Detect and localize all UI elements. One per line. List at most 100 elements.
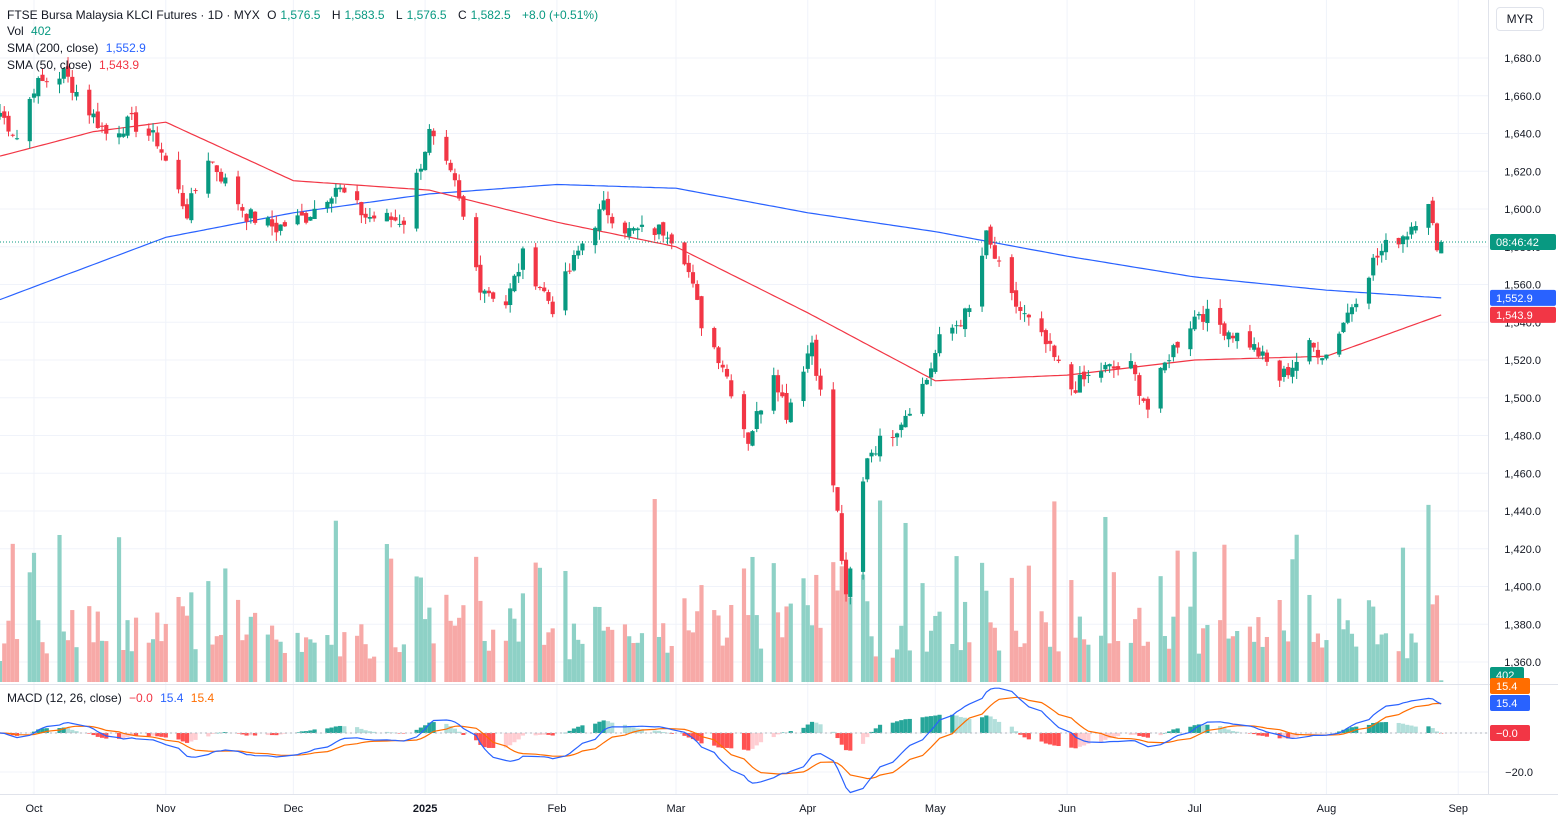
candle-body [452, 173, 457, 181]
volume-legend[interactable]: Vol 402 [7, 23, 55, 39]
macd-hist-bar [282, 733, 287, 734]
volume-bar [890, 657, 895, 682]
sma200-badge: 1,552.9 [1490, 289, 1556, 306]
macd-hist-bar [1290, 733, 1295, 738]
macd-hist-bar [920, 717, 925, 733]
candle-body [1073, 390, 1078, 393]
macd-hist-bar [210, 733, 215, 734]
candle-body [1201, 314, 1206, 322]
macd-hist-bar [877, 724, 883, 733]
volume-bar [1426, 504, 1431, 682]
volume-bar [1413, 642, 1418, 682]
macd-hist-bar [278, 733, 283, 735]
candle-body [516, 271, 521, 277]
currency-button[interactable]: MYR [1496, 7, 1544, 31]
sma200-value: 1,552.9 [105, 41, 146, 55]
volume-bar [1371, 606, 1376, 682]
macd-legend[interactable]: MACD (12, 26, close) −0.0 15.4 15.4 [7, 690, 218, 706]
volume-bar [716, 615, 721, 682]
volume-bar [818, 627, 823, 682]
volume-bar [359, 624, 364, 682]
volume-bar [750, 556, 755, 682]
candle-body [1107, 364, 1112, 367]
macd-hist-bar [121, 733, 126, 739]
macd-hist-bar [248, 733, 253, 736]
macd-hist-bar [601, 720, 606, 733]
volume-bar [1366, 600, 1372, 682]
macd-hist-bar [1260, 733, 1265, 736]
volume-bar [1349, 633, 1355, 682]
sma200-line [0, 183, 1442, 301]
volume-bar [907, 650, 912, 682]
volume-bar [1128, 642, 1133, 682]
candle-body [95, 111, 100, 128]
macd-hist-bar [384, 731, 389, 733]
macd-hist-bar [1141, 733, 1146, 737]
volume-bar [1430, 604, 1435, 682]
macd-hist-bar [580, 725, 585, 733]
low-value: 1,576.5 [406, 8, 447, 22]
macd-hist-bar [133, 733, 139, 736]
volume-bar [958, 650, 963, 682]
price-tick-label: 1,640.0 [1504, 129, 1541, 141]
candle-body [835, 487, 840, 511]
macd-hist-bar [70, 729, 75, 733]
macd-hist-bar [631, 727, 636, 733]
volume-bar [355, 635, 360, 682]
candle-body [295, 215, 300, 225]
macd-hist-bar [1043, 733, 1048, 744]
macd-hist-bar [274, 733, 279, 736]
macd-hist-bar [206, 733, 211, 737]
sma50-legend[interactable]: SMA (50, close) 1,543.9 [7, 57, 143, 73]
candle-body [355, 191, 360, 201]
volume-bar [1086, 644, 1091, 682]
volume-bar [206, 581, 211, 682]
candle-body [967, 308, 972, 313]
volume-bar [1375, 644, 1380, 682]
volume-bar [937, 611, 942, 682]
volume-bar [610, 629, 615, 682]
candle-body [1141, 398, 1146, 401]
candle-body [1171, 345, 1176, 358]
candle-body [1349, 307, 1355, 315]
volume-bar [1162, 636, 1167, 682]
macd-hist-bar [427, 722, 432, 733]
candle-body [159, 149, 164, 153]
macd-hist-bar [690, 733, 696, 740]
volume-bar [605, 626, 611, 682]
macd-hist-bar [91, 733, 96, 736]
volume-bar [1107, 643, 1112, 682]
volume-bar [924, 651, 929, 682]
volume-bar [690, 632, 696, 682]
candle-body [661, 222, 666, 236]
macd-hist-bar [605, 721, 611, 733]
price-tick-label: 1,360.0 [1504, 657, 1541, 669]
candle-body [367, 217, 372, 219]
volume-bar [962, 601, 968, 682]
volume-bar [775, 612, 781, 682]
sma200-legend[interactable]: SMA (200, close) 1,552.9 [7, 40, 150, 56]
volume-bar [1439, 680, 1444, 682]
volume-bar [1014, 630, 1019, 682]
candle-body [329, 198, 334, 204]
volume-bar [720, 645, 725, 682]
volume-bar [1400, 547, 1406, 682]
candle-body [342, 187, 347, 193]
macd-hist-bar [486, 733, 491, 748]
candle-body [1281, 368, 1287, 377]
volume-bar [1167, 648, 1172, 682]
macd-hist-bar [1103, 733, 1108, 740]
macd-hist-bar [312, 729, 317, 733]
macd-hist-bar [244, 733, 249, 736]
macd-hist-bar [610, 722, 615, 733]
volume-bar [14, 639, 20, 682]
price-tick-label: 1,560.0 [1504, 280, 1541, 292]
macd-signal-badge: 15.4 [1490, 678, 1530, 694]
volume-bar [210, 644, 215, 682]
volume-bar [1043, 622, 1048, 682]
volume-bar [65, 640, 71, 682]
candle-body [869, 452, 874, 457]
candle-body [1009, 257, 1014, 294]
volume-bar [601, 630, 606, 682]
